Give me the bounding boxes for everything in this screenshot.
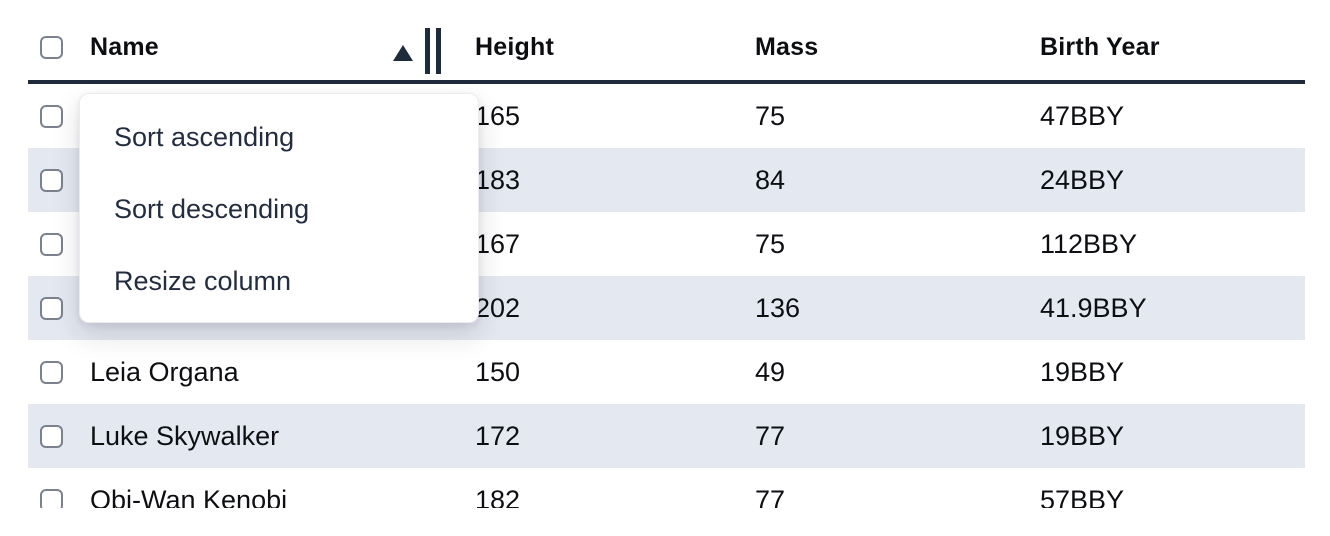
cell-height: 167 bbox=[475, 228, 521, 259]
row-checkbox-cell bbox=[28, 232, 80, 256]
sort-ascending-icon bbox=[393, 45, 413, 61]
cell-name: Obi-Wan Kenobi bbox=[90, 484, 288, 509]
column-context-menu: Sort ascending Sort descending Resize co… bbox=[79, 93, 479, 323]
cell-mass: 49 bbox=[755, 356, 786, 387]
row-checkbox-cell bbox=[28, 424, 80, 448]
table-row[interactable]: Leia Organa 150 49 19BBY bbox=[28, 340, 1305, 404]
table-row[interactable]: Obi-Wan Kenobi 182 77 57BBY bbox=[28, 468, 1305, 508]
cell-mass: 77 bbox=[755, 484, 786, 509]
table-header-row: Name Height Mass Birth Year bbox=[28, 0, 1305, 84]
cell-birth-year: 19BBY bbox=[1040, 420, 1125, 451]
row-checkbox-cell bbox=[28, 104, 80, 128]
cell-height: 183 bbox=[475, 164, 521, 195]
cell-height: 202 bbox=[475, 292, 521, 323]
cell-mass: 77 bbox=[755, 420, 786, 451]
menu-item-sort-ascending[interactable]: Sort ascending bbox=[114, 121, 295, 152]
column-header-name-label: Name bbox=[90, 32, 159, 61]
cell-birth-year: 41.9BBY bbox=[1040, 292, 1147, 323]
column-header-height[interactable]: Height bbox=[475, 32, 554, 61]
cell-birth-year: 47BBY bbox=[1040, 100, 1125, 131]
row-checkbox-cell bbox=[28, 168, 80, 192]
column-resize-handle-icon[interactable] bbox=[425, 28, 441, 74]
menu-item-sort-descending[interactable]: Sort descending bbox=[114, 193, 310, 224]
header-checkbox-cell bbox=[28, 35, 80, 59]
cell-mass: 75 bbox=[755, 228, 786, 259]
cell-birth-year: 19BBY bbox=[1040, 356, 1125, 387]
cell-height: 150 bbox=[475, 356, 521, 387]
row-checkbox-cell bbox=[28, 296, 80, 320]
row-checkbox[interactable] bbox=[40, 296, 63, 320]
row-checkbox[interactable] bbox=[40, 488, 63, 508]
cell-height: 165 bbox=[475, 100, 521, 131]
cell-name: Luke Skywalker bbox=[90, 420, 280, 451]
row-checkbox[interactable] bbox=[40, 360, 63, 384]
cell-mass: 84 bbox=[755, 164, 786, 195]
row-checkbox-cell bbox=[28, 360, 80, 384]
row-checkbox[interactable] bbox=[40, 104, 63, 128]
row-checkbox[interactable] bbox=[40, 424, 63, 448]
column-header-birth-year[interactable]: Birth Year bbox=[1040, 32, 1160, 61]
cell-birth-year: 57BBY bbox=[1040, 484, 1125, 509]
menu-item-resize-column[interactable]: Resize column bbox=[114, 265, 292, 296]
cell-mass: 75 bbox=[755, 100, 786, 131]
row-checkbox-cell bbox=[28, 488, 80, 508]
row-checkbox[interactable] bbox=[40, 168, 63, 192]
table-row[interactable]: Luke Skywalker 172 77 19BBY bbox=[28, 404, 1305, 468]
cell-birth-year: 24BBY bbox=[1040, 164, 1125, 195]
cell-height: 172 bbox=[475, 420, 521, 451]
row-checkbox[interactable] bbox=[40, 232, 63, 256]
cell-name: Leia Organa bbox=[90, 356, 239, 387]
cell-mass: 136 bbox=[755, 292, 801, 323]
select-all-checkbox[interactable] bbox=[40, 35, 63, 59]
column-header-mass[interactable]: Mass bbox=[755, 32, 819, 61]
cell-birth-year: 112BBY bbox=[1040, 228, 1138, 259]
cell-height: 182 bbox=[475, 484, 521, 509]
column-header-name[interactable]: Name bbox=[80, 33, 475, 62]
